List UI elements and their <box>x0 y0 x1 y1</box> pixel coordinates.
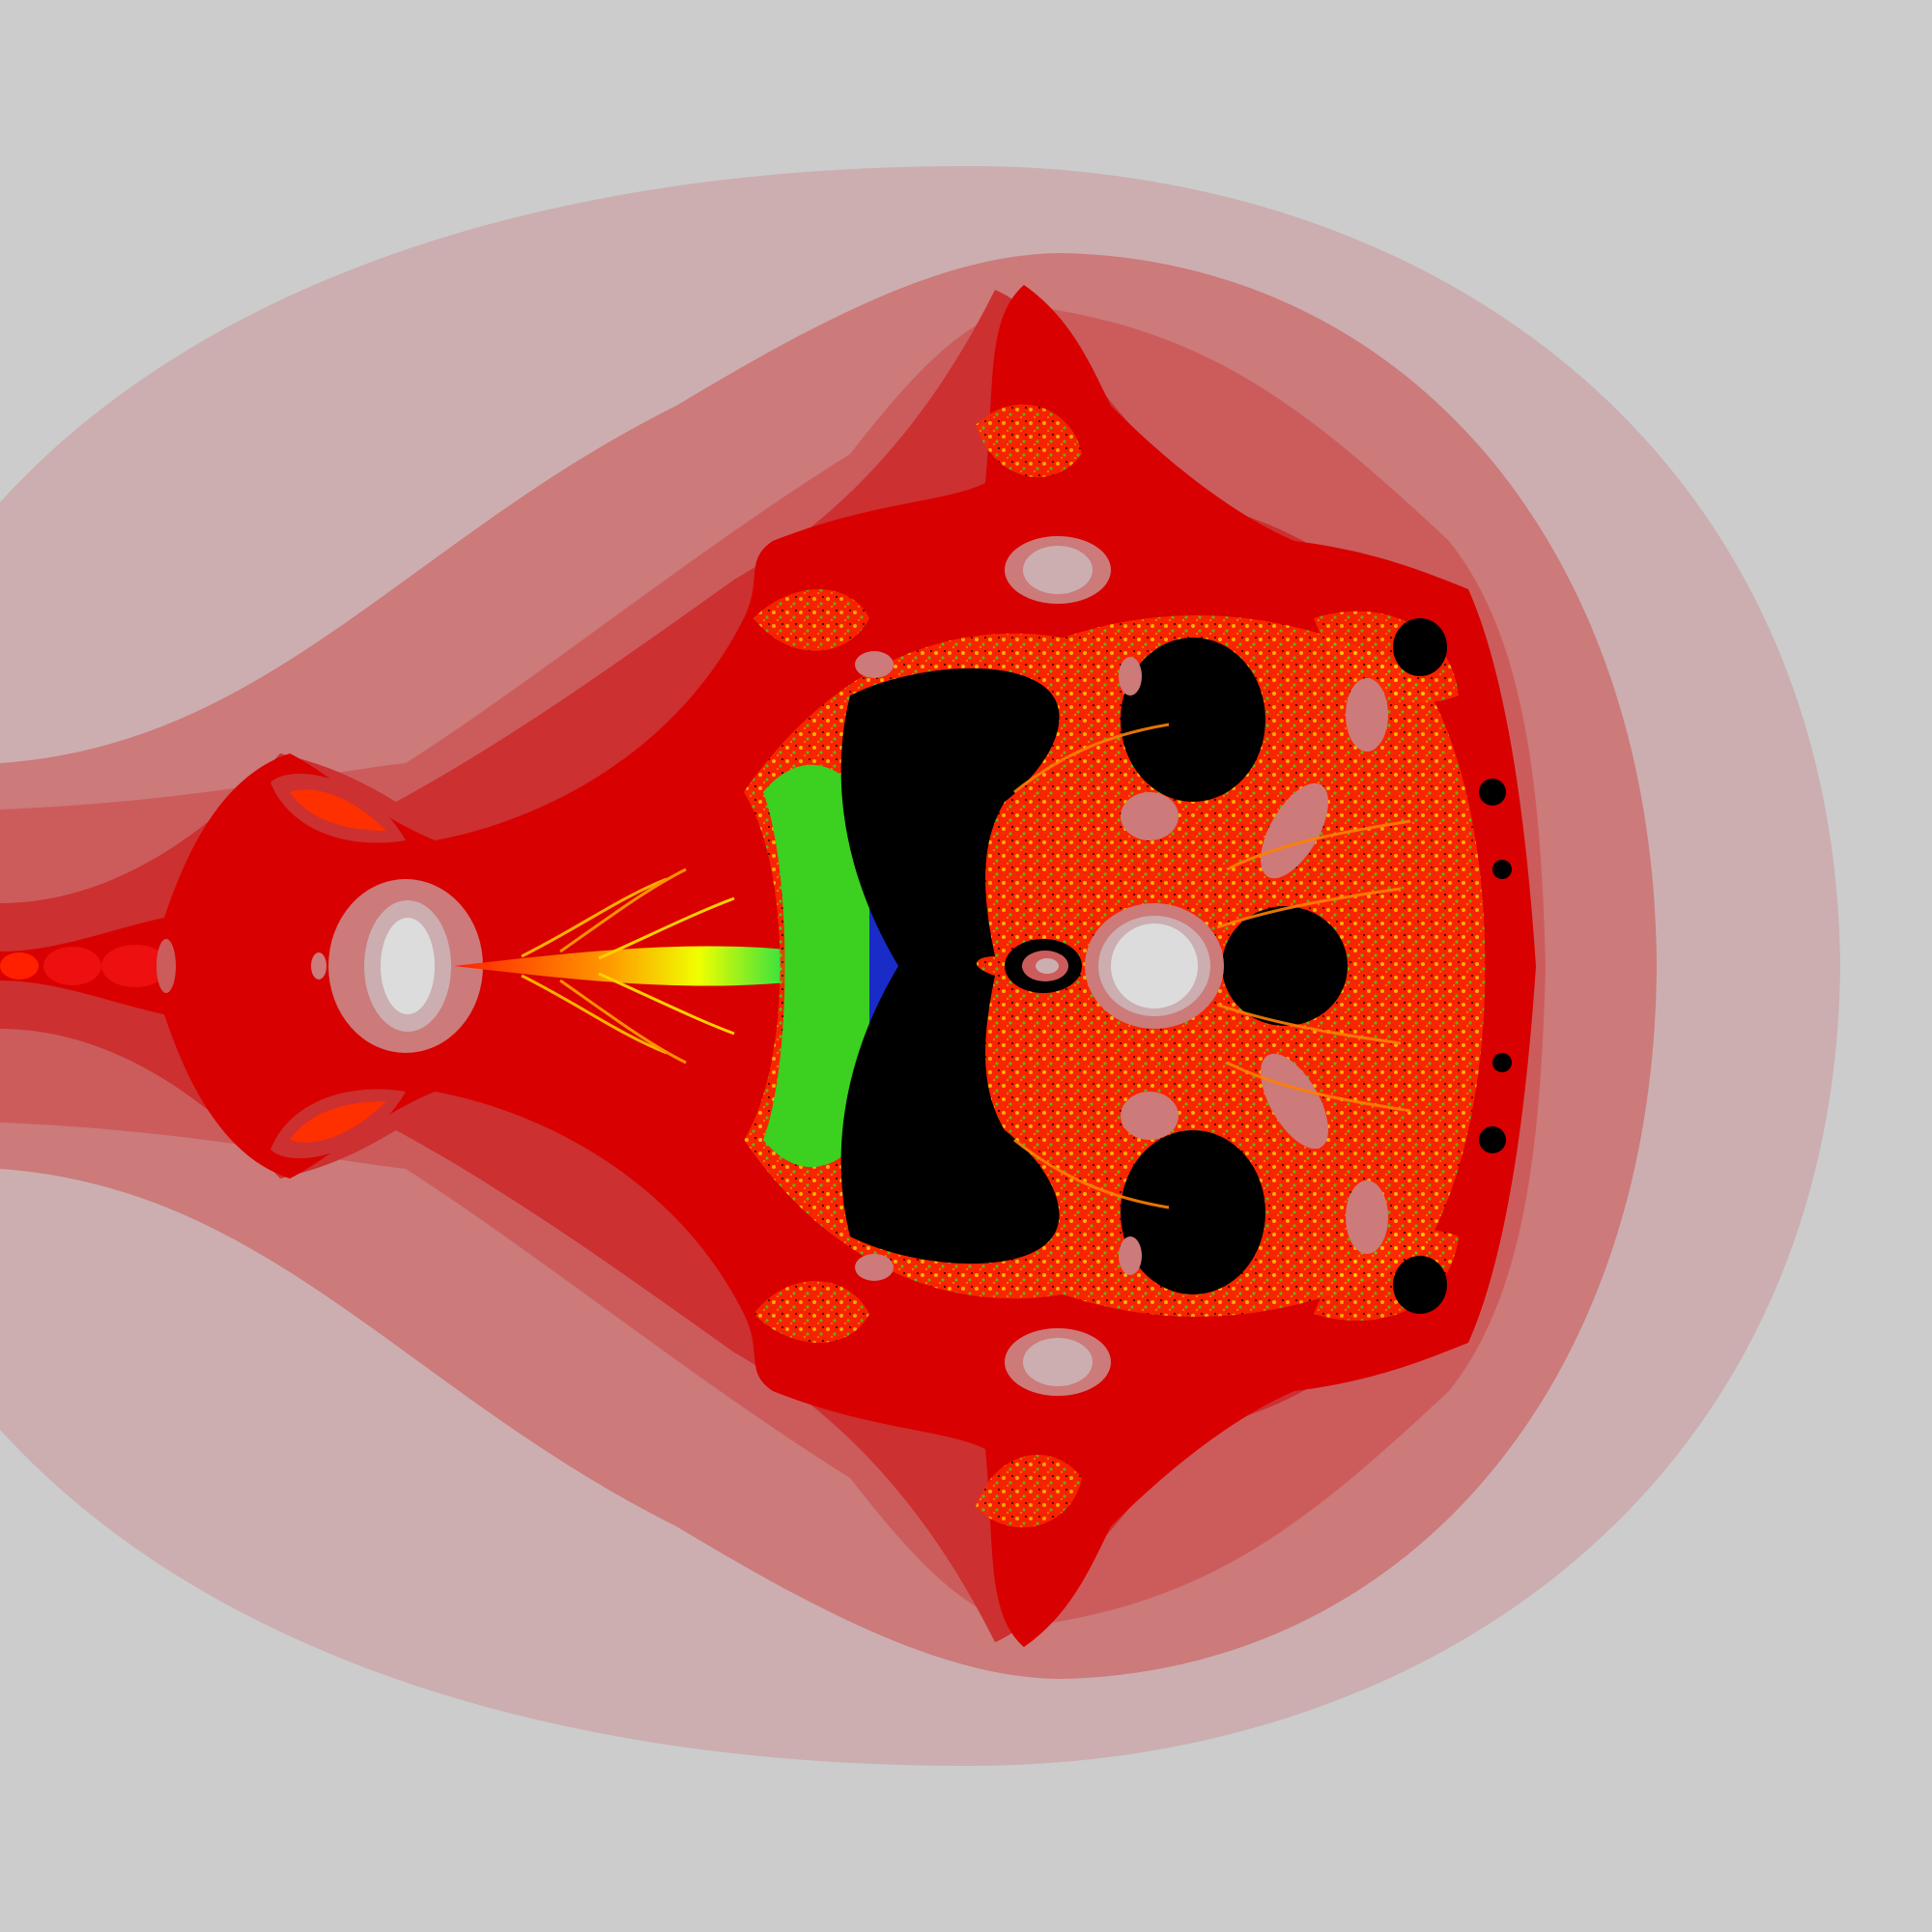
bulb-far-upper <box>1393 618 1447 676</box>
bulb-rim-1 <box>1479 779 1506 806</box>
antenna-filaments <box>521 867 735 1065</box>
pale-holes <box>855 536 1388 1396</box>
side-lobe-top <box>270 773 406 843</box>
side-lobe-bottom <box>270 1089 406 1159</box>
left-tip-chain <box>0 939 327 993</box>
central-eye <box>1085 903 1224 1029</box>
mini-bulb <box>1005 939 1082 993</box>
bulb-far-lower <box>1393 1256 1447 1314</box>
bulb-rim-3 <box>1492 860 1512 879</box>
main-interior <box>840 668 1060 1264</box>
bulb-rim-2 <box>1479 1126 1506 1153</box>
bulb-rim-4 <box>1492 1053 1512 1072</box>
left-bulb <box>328 879 483 1053</box>
bulb-lower <box>1121 1130 1265 1294</box>
bulb-upper <box>1121 638 1265 802</box>
orange-filaments <box>1013 723 1411 1209</box>
bulb-right <box>1222 906 1348 1026</box>
